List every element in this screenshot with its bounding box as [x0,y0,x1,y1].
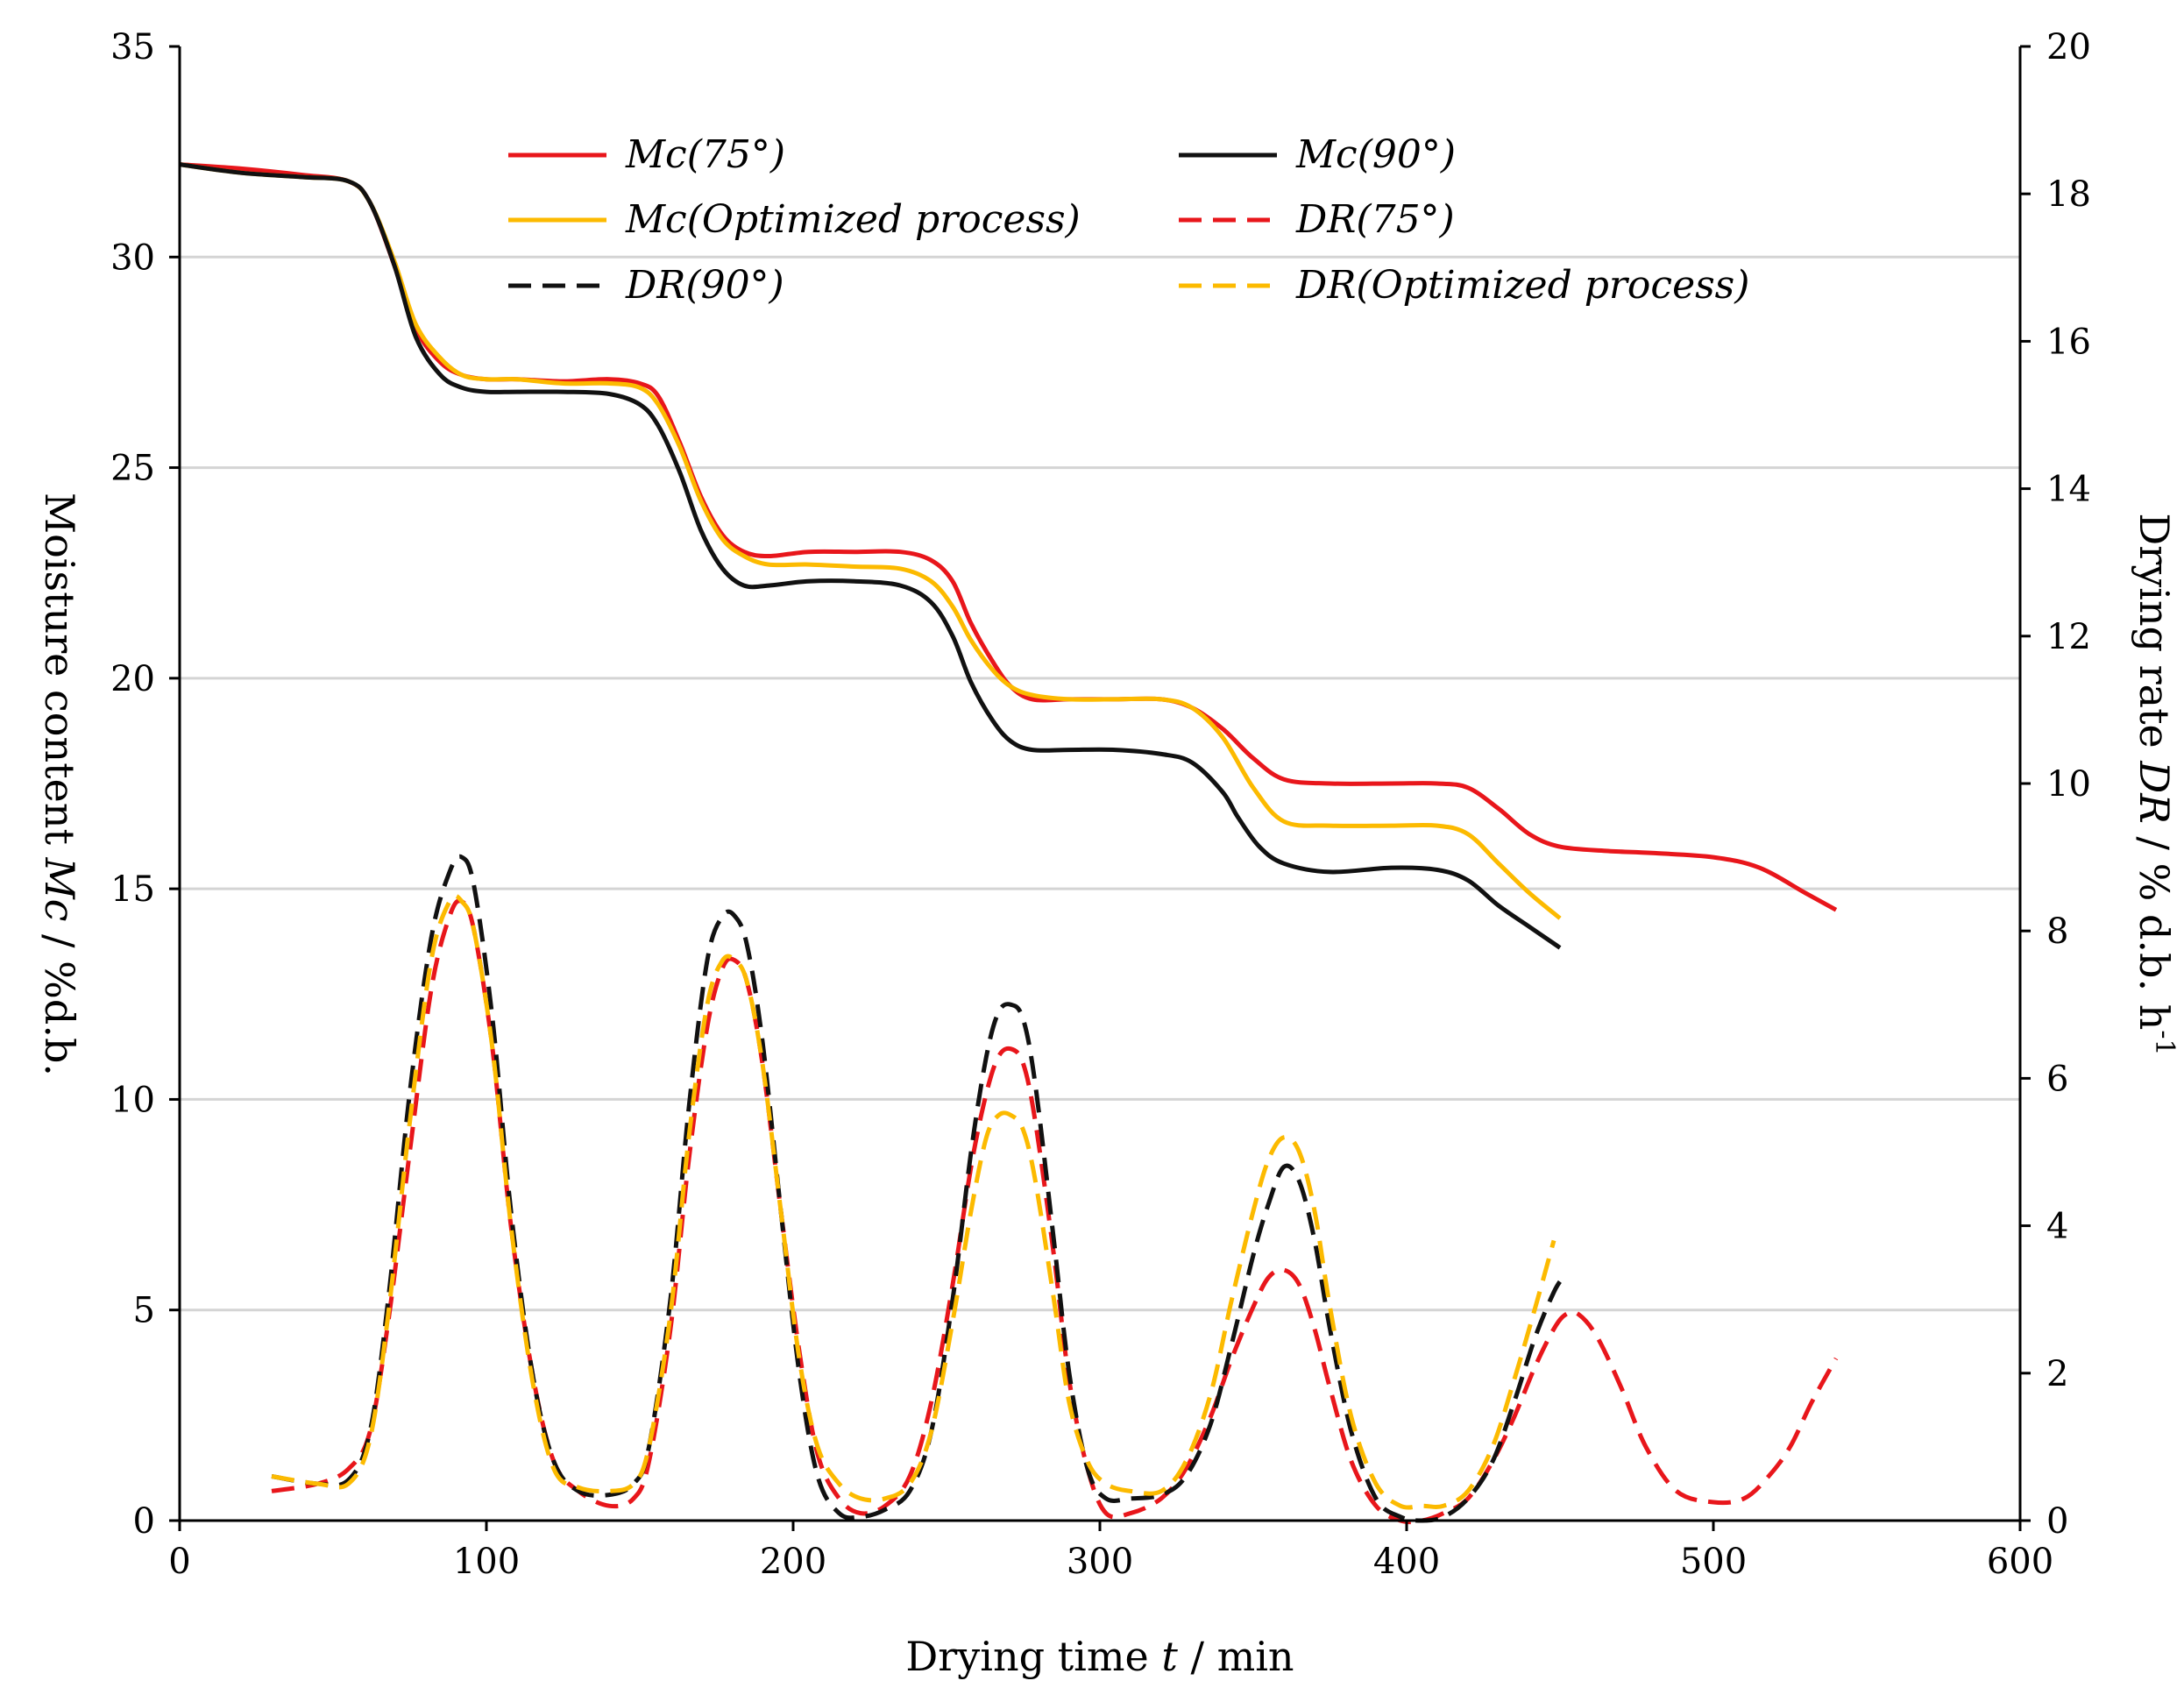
x-axis-title-post: / min [1178,1633,1294,1680]
series-group [179,162,1839,1525]
left-tick-label-35: 35 [110,27,155,67]
series-line-mc-optimized-process [179,162,1562,920]
x-axis-title: Drying time t / min [905,1633,1294,1680]
right-tick-label-6: 6 [2046,1059,2068,1099]
right-y-axis-title-sup: -1 [2149,1030,2180,1055]
left-tick-label-20: 20 [110,659,155,699]
right-y-axis-title: Drying rate DR / % d.b. h-1 [2131,513,2180,1055]
legend-label-dr-75deg: DR(75°) [1295,197,1455,242]
x-axis-title-pre: Drying time [905,1633,1161,1680]
gridlines [180,255,2020,1312]
left-tick-label-10: 10 [110,1080,155,1120]
left-tick-label-15: 15 [110,869,155,910]
right-y-axis-title-pre: Drying rate [2131,513,2178,761]
right-tick-label-2: 2 [2046,1354,2068,1394]
legend-label-mc-75deg: Mc(75°) [625,132,785,177]
x-tick-label-400: 400 [1373,1542,1440,1582]
left-tick-label-5: 5 [133,1291,155,1331]
right-tick-label-8: 8 [2046,911,2068,952]
series-line-dr-90deg [271,854,1565,1523]
right-tick-label-10: 10 [2046,764,2091,805]
left-tick-label-30: 30 [110,238,155,278]
x-tick-label-100: 100 [453,1542,520,1582]
left-y-axis-title-pre: Moisture content [36,493,83,858]
x-tick-label-600: 600 [1987,1542,2053,1582]
legend-label-mc-optimized-process: Mc(Optimized process) [625,197,1081,242]
x-axis-title-italic: t [1161,1633,1178,1680]
series-line-dr-75deg [271,898,1839,1525]
left-y-axis-title-italic: Mc [36,857,83,922]
left-y-axis-title-post: / %d.b. [36,921,83,1076]
x-tick-label-500: 500 [1680,1542,1747,1582]
left-y-axis-title: Moisture content Mc / %d.b. [36,493,83,1076]
legend: Mc(75°) Mc(90°) Mc(Optimized process) DR(75… [508,132,1749,308]
series-line-mc-90deg [179,162,1562,950]
right-tick-label-18: 18 [2046,174,2091,215]
left-tick-label-25: 25 [110,449,155,489]
legend-label-dr-optimized-process: DR(Optimized process) [1295,263,1749,308]
right-tick-label-20: 20 [2046,27,2091,67]
legend-label-dr-90deg: DR(90°) [625,263,784,308]
right-tick-label-14: 14 [2046,470,2091,510]
left-tick-label-0: 0 [133,1501,155,1542]
axes [169,45,2031,1531]
x-tick-label-200: 200 [760,1542,826,1582]
right-y-axis-title-italic: DR [2131,760,2178,824]
right-tick-label-4: 4 [2046,1207,2068,1247]
right-tick-label-16: 16 [2046,322,2091,362]
x-tick-label-300: 300 [1067,1542,1133,1582]
right-y-axis-title-post: / % d.b. h [2131,824,2178,1030]
right-tick-label-0: 0 [2046,1501,2068,1542]
series-line-dr-optimized-process [271,893,1556,1510]
right-tick-label-12: 12 [2046,617,2091,657]
legend-label-mc-90deg: Mc(90°) [1295,132,1456,177]
x-tick-label-0: 0 [168,1542,190,1582]
